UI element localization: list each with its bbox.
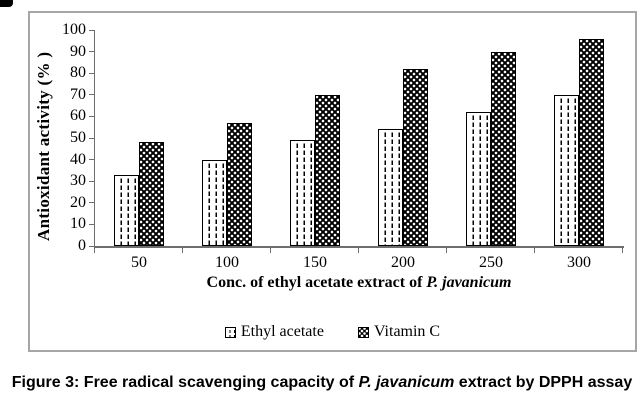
bar-vitamin-c-300 xyxy=(579,38,604,246)
bar-vitamin-c-250 xyxy=(491,51,516,246)
bar-ethyl-acetate-200 xyxy=(378,129,403,246)
x-tick-label: 300 xyxy=(567,254,591,271)
y-tick-label: 90 xyxy=(70,42,86,60)
y-tick-label: 30 xyxy=(70,172,86,190)
legend-label-ethyl-acetate: Ethyl acetate xyxy=(240,323,324,340)
x-axis-title-text: Conc. of ethyl acetate extract of xyxy=(206,274,427,291)
x-axis-title: Conc. of ethyl acetate extract of P. jav… xyxy=(95,274,623,292)
x-tick xyxy=(446,247,447,253)
y-tick-label: 50 xyxy=(70,129,86,146)
legend-marker-ethyl-acetate-icon xyxy=(224,326,236,338)
bar-ethyl-acetate-300 xyxy=(554,94,579,246)
legend-label-vitamin-c: Vitamin C xyxy=(373,323,441,340)
bar-vitamin-c-150 xyxy=(315,94,340,246)
y-tick xyxy=(88,72,94,74)
y-tick xyxy=(88,115,94,117)
caption-text: Figure 3: Free radical scavenging capaci… xyxy=(11,374,359,391)
y-tick-label: 80 xyxy=(70,64,86,82)
y-tick xyxy=(88,94,94,96)
x-tick xyxy=(534,247,535,253)
x-tick-label: 100 xyxy=(215,254,239,271)
x-axis-title-species: P. javanicum xyxy=(426,274,512,291)
y-tick-label: 100 xyxy=(62,21,86,38)
bar-vitamin-c-200 xyxy=(403,68,428,246)
x-axis-line xyxy=(93,246,624,248)
x-tick xyxy=(358,247,359,253)
y-tick xyxy=(88,137,94,139)
legend-item-vitamin-c: Vitamin C xyxy=(357,323,441,341)
y-tick xyxy=(88,202,94,204)
legend-item-ethyl-acetate: Ethyl acetate xyxy=(224,323,324,341)
x-tick xyxy=(270,247,271,253)
y-tick xyxy=(88,245,94,247)
y-tick xyxy=(88,51,94,53)
bar-ethyl-acetate-50 xyxy=(114,174,139,246)
y-tick-label: 10 xyxy=(70,215,86,233)
bar-ethyl-acetate-150 xyxy=(290,140,315,246)
caption-species: P. javanicum xyxy=(358,374,455,391)
y-tick xyxy=(88,180,94,182)
caption-suffix: extract by DPPH assay xyxy=(454,374,633,391)
y-tick-label: 40 xyxy=(70,150,86,168)
x-tick-label: 50 xyxy=(131,254,147,271)
chart-area: Antioxidant activity (% ) Conc. of ethyl… xyxy=(28,11,637,352)
bar-ethyl-acetate-100 xyxy=(202,159,227,246)
y-tick-label: 70 xyxy=(70,85,86,103)
y-tick xyxy=(88,159,94,161)
x-tick-label: 150 xyxy=(303,254,327,271)
x-tick-label: 200 xyxy=(391,254,415,271)
figure-caption: Figure 3: Free radical scavenging capaci… xyxy=(0,374,644,392)
y-tick-label: 0 xyxy=(78,237,86,254)
y-tick xyxy=(88,29,94,31)
legend: Ethyl acetate Vitamin C xyxy=(30,323,635,341)
bar-vitamin-c-100 xyxy=(227,122,252,246)
x-tick xyxy=(622,247,623,253)
y-axis-line xyxy=(93,30,95,247)
legend-marker-vitamin-c-icon xyxy=(357,326,369,338)
y-tick-label: 20 xyxy=(70,193,86,211)
bar-ethyl-acetate-250 xyxy=(466,112,491,246)
scan-artifact xyxy=(0,0,13,7)
x-tick xyxy=(94,247,95,253)
bar-vitamin-c-50 xyxy=(139,142,164,246)
y-tick-label: 60 xyxy=(70,107,86,125)
x-tick xyxy=(182,247,183,253)
y-tick xyxy=(88,223,94,225)
x-tick-label: 250 xyxy=(479,254,503,271)
